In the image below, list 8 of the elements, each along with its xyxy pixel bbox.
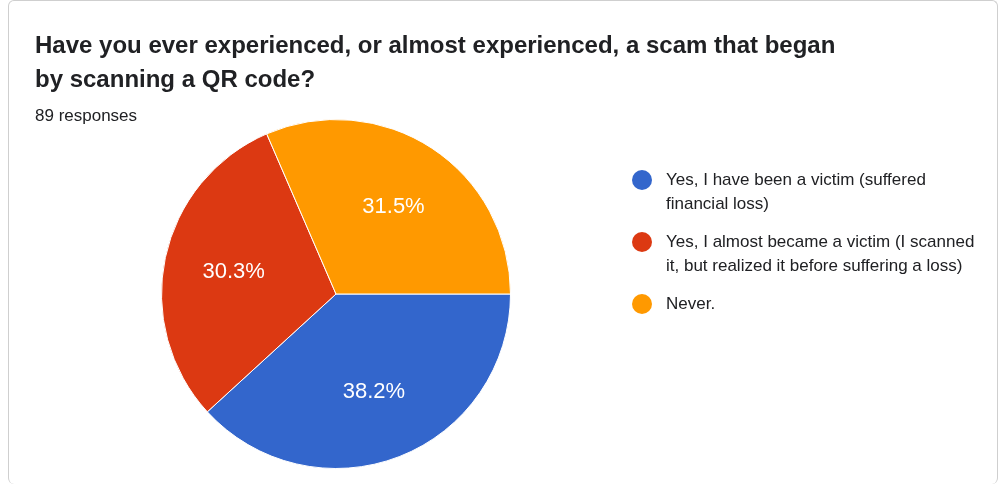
chart-title: Have you ever experienced, or almost experienced, a scam that began by scanning a QR code? xyxy=(35,30,837,94)
legend-label: Yes, I almost became a victim (I scanned it, but realized it before suffering a loss) xyxy=(666,231,976,277)
data-label: 30.3% xyxy=(202,258,265,284)
chart-subtitle: 89 responses xyxy=(35,106,138,126)
data-label: 31.5% xyxy=(362,192,425,218)
legend-label: Never. xyxy=(666,293,716,315)
legend-label: Yes, I have been a victim (suffered financial loss) xyxy=(666,169,927,215)
data-label: 38.2% xyxy=(342,377,406,403)
